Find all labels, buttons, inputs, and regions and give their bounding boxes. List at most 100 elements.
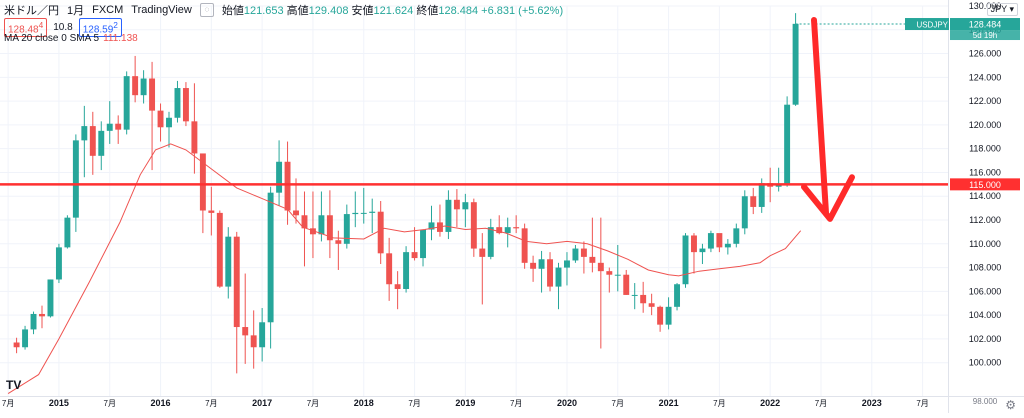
y-tick-label: 110.000 bbox=[969, 239, 1001, 249]
candle-body bbox=[72, 140, 79, 218]
candle-body bbox=[665, 306, 672, 325]
candle-body bbox=[343, 214, 350, 244]
candle-body bbox=[318, 215, 325, 235]
candle-body bbox=[199, 153, 206, 211]
candle-body bbox=[640, 294, 647, 304]
high-value: 129.408 bbox=[308, 5, 349, 17]
x-tick-label: 7月 bbox=[307, 399, 319, 408]
last-price-badge bbox=[950, 18, 1020, 31]
eye-off-icon[interactable]: ◌ bbox=[199, 3, 214, 17]
last-price-label: 128.484 bbox=[969, 20, 1002, 30]
candle-body bbox=[521, 228, 528, 263]
interval-label[interactable]: 1月 bbox=[67, 5, 85, 17]
candle-body bbox=[496, 227, 503, 234]
high-label: 高値 bbox=[286, 5, 309, 17]
low-label: 安値 bbox=[351, 5, 374, 17]
candle-body bbox=[293, 210, 299, 216]
candle-body bbox=[55, 247, 62, 280]
candle-body bbox=[81, 126, 88, 141]
x-tick-label: 2015 bbox=[49, 398, 69, 408]
candle-body bbox=[606, 271, 613, 275]
candle-body bbox=[572, 248, 579, 261]
open-label: 始値 bbox=[221, 5, 244, 17]
candle-body bbox=[369, 211, 376, 213]
candle-body bbox=[479, 248, 486, 257]
x-tick-label: 7月 bbox=[205, 399, 217, 408]
candle-body bbox=[547, 259, 553, 287]
candle-body bbox=[47, 279, 54, 317]
sell-price: 128.48 bbox=[8, 24, 39, 36]
countdown-label: 5d 19h bbox=[973, 31, 997, 40]
symbol-label[interactable]: 米ドル／円 bbox=[4, 5, 59, 17]
x-tick-label: 2019 bbox=[455, 398, 475, 408]
candle-body bbox=[784, 104, 791, 185]
candle-body bbox=[538, 259, 545, 269]
candle-body bbox=[741, 196, 748, 229]
y-tick-label: 100.000 bbox=[969, 358, 1002, 368]
candle-body bbox=[326, 215, 333, 241]
candle-body bbox=[284, 161, 291, 211]
x-tick-label: 2021 bbox=[659, 398, 679, 408]
candle-body bbox=[233, 236, 240, 328]
candle-body bbox=[513, 227, 520, 229]
candle-body bbox=[98, 130, 105, 156]
candle-body bbox=[174, 88, 181, 118]
annotation-arrow-shaft bbox=[811, 17, 829, 216]
y-tick-label: 114.000 bbox=[969, 191, 1001, 201]
candle-body bbox=[360, 212, 367, 214]
y-tick-label: 108.000 bbox=[969, 263, 1002, 273]
candle-body bbox=[267, 192, 274, 323]
x-tick-label: 7月 bbox=[408, 399, 420, 408]
annotation-arrow-head bbox=[801, 174, 855, 222]
buy-button[interactable]: 128.592 bbox=[78, 18, 122, 38]
candle-body bbox=[64, 217, 71, 248]
ma-label: MA 20 close 0 SMA 5 bbox=[4, 33, 100, 44]
x-tick-label: 7月 bbox=[104, 399, 116, 408]
platform-label: TradingView bbox=[131, 4, 192, 16]
candle-body bbox=[352, 212, 359, 215]
sell-button[interactable]: 128.484 bbox=[4, 18, 48, 38]
candle-body bbox=[225, 236, 232, 287]
x-tick-label: 7月 bbox=[815, 399, 827, 408]
countdown-badge bbox=[950, 30, 1020, 41]
candle-body bbox=[716, 233, 723, 248]
spread-value: 10.8 bbox=[53, 22, 73, 34]
candle-body bbox=[733, 228, 740, 244]
candle-body bbox=[631, 294, 638, 296]
candle-body bbox=[682, 235, 689, 285]
candle-body bbox=[259, 322, 266, 348]
candle-body bbox=[657, 306, 664, 325]
change-value: +6.831 (+5.62%) bbox=[481, 5, 564, 17]
ma-indicator-legend[interactable]: MA 20 close 0 SMA 5 111.138 bbox=[4, 33, 138, 44]
candle-body bbox=[115, 123, 122, 130]
candle-body bbox=[13, 342, 20, 348]
x-tick-label: 2016 bbox=[151, 398, 171, 408]
currency-selector[interactable]: JPY ▾ bbox=[986, 3, 1018, 16]
x-tick-label: 7月 bbox=[713, 399, 725, 408]
y-tick-label: 112.000 bbox=[969, 215, 1001, 225]
x-tick-label: 2023 bbox=[862, 398, 882, 408]
low-value: 121.624 bbox=[373, 5, 414, 17]
candle-body bbox=[707, 233, 714, 249]
candle-body bbox=[597, 262, 604, 272]
candle-body bbox=[335, 240, 342, 244]
candle-body bbox=[504, 227, 511, 234]
tradingview-logo-icon[interactable]: TV bbox=[6, 378, 22, 392]
candle-body bbox=[623, 274, 630, 295]
candle-body bbox=[191, 121, 198, 154]
trade-buttons: 128.484 10.8 128.592 bbox=[4, 18, 122, 38]
x-tick-label: 7月 bbox=[612, 399, 624, 408]
candle-body bbox=[530, 262, 537, 269]
horizontal-level-label: 115.000 bbox=[969, 180, 1001, 190]
candle-body bbox=[149, 78, 156, 111]
y-tick-label: 124.000 bbox=[969, 72, 1002, 82]
x-tick-label: 7月 bbox=[2, 399, 14, 408]
ma-value: 111.138 bbox=[103, 33, 138, 44]
gear-icon[interactable]: ⚙ bbox=[1005, 398, 1016, 412]
candle-body bbox=[453, 199, 460, 210]
candle-body bbox=[758, 183, 765, 207]
candle-body bbox=[386, 253, 393, 285]
candle-body bbox=[276, 161, 283, 193]
